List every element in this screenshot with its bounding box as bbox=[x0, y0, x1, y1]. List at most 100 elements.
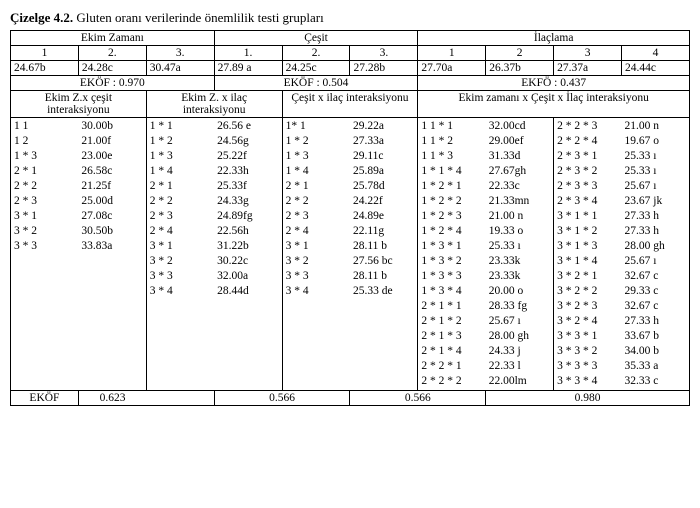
data-cell: 27.56 bc bbox=[353, 254, 414, 269]
ekof-ez: EKÖF : 0.970 bbox=[11, 76, 215, 91]
data-cell: 33.83a bbox=[81, 239, 142, 254]
data-cell bbox=[217, 344, 278, 359]
data-cell bbox=[150, 344, 211, 359]
data-cell: 3 * 3 bbox=[150, 269, 211, 284]
data-cell: 27.33 h bbox=[625, 224, 686, 239]
ez-val-1: 24.67b bbox=[11, 61, 79, 76]
data-cell: 32.67 c bbox=[625, 269, 686, 284]
c-col-3: 3. bbox=[350, 46, 418, 61]
data-cell: 1 * 3 bbox=[14, 149, 75, 164]
data-cell bbox=[14, 254, 75, 269]
data-cell: 2 * 2 * 4 bbox=[557, 134, 618, 149]
data-cell: 34.00 b bbox=[625, 344, 686, 359]
data-cell bbox=[150, 314, 211, 329]
interaction-header-row: Ekim Z.x çeşit interaksiyonu Ekim Z. x i… bbox=[11, 91, 690, 118]
data-cell bbox=[81, 374, 142, 389]
data-cell: 25.67 ı bbox=[625, 179, 686, 194]
col-e2: 21.00 n19.67 o25.33 ı25.33 ı25.67 ı23.67… bbox=[622, 118, 690, 391]
data-cell: 3 * 1 * 1 bbox=[557, 209, 618, 224]
data-cell: 1 1 * 1 bbox=[421, 119, 482, 134]
data-cell: 29.22a bbox=[353, 119, 414, 134]
data-cell: 27.08c bbox=[81, 209, 142, 224]
data-cell: 27.33 h bbox=[625, 314, 686, 329]
col-a1: 1 11 21 * 32 * 12 * 22 * 33 * 13 * 23 * … bbox=[11, 118, 79, 391]
ez-col-1: 1 bbox=[11, 46, 79, 61]
hdr-int-4: Ekim zamanı x Çeşit x İlaç interaksiyonu bbox=[418, 91, 690, 118]
bottom-v3: 0.566 bbox=[350, 391, 486, 406]
data-cell: 28.11 b bbox=[353, 269, 414, 284]
ez-col-2: 2. bbox=[78, 46, 146, 61]
col-d1: 1 1 * 11 1 * 21 1 * 31 * 1 * 41 * 2 * 11… bbox=[418, 118, 486, 391]
data-cell: 31.33d bbox=[489, 149, 550, 164]
data-cell: 1* 1 bbox=[286, 119, 347, 134]
header-row-1: Ekim Zamanı Çeşit İlaçlama bbox=[11, 31, 690, 46]
data-cell: 2 * 3 * 1 bbox=[557, 149, 618, 164]
data-cell: 35.33 a bbox=[625, 359, 686, 374]
data-cell: 3 * 3 * 3 bbox=[557, 359, 618, 374]
data-cell bbox=[353, 359, 414, 374]
data-cell: 26.56 e bbox=[217, 119, 278, 134]
data-cell: 29.11c bbox=[353, 149, 414, 164]
data-cell: 2 * 3 * 4 bbox=[557, 194, 618, 209]
hdr-int-1: Ekim Z.x çeşit interaksiyonu bbox=[11, 91, 147, 118]
data-cell: 24.33 j bbox=[489, 344, 550, 359]
data-cell: 23.33k bbox=[489, 269, 550, 284]
data-cell bbox=[14, 374, 75, 389]
data-cell: 2 * 2 bbox=[14, 179, 75, 194]
data-cell: 3 * 2 bbox=[150, 254, 211, 269]
i-val-1: 27.70a bbox=[418, 61, 486, 76]
data-cell: 22.00lm bbox=[489, 374, 550, 389]
data-cell: 3 * 2 bbox=[286, 254, 347, 269]
data-cell: 2 * 1 * 4 bbox=[421, 344, 482, 359]
data-cell: 2 * 2 bbox=[286, 194, 347, 209]
i-val-4: 24.44c bbox=[622, 61, 690, 76]
data-cell: 32.00a bbox=[217, 269, 278, 284]
data-cell: 25.78d bbox=[353, 179, 414, 194]
ez-val-3: 30.47a bbox=[146, 61, 214, 76]
data-cell: 2 * 3 bbox=[14, 194, 75, 209]
data-cell bbox=[150, 374, 211, 389]
data-cell: 25.00d bbox=[81, 194, 142, 209]
data-cell: 2 * 1 bbox=[14, 164, 75, 179]
data-cell: 1 * 2 bbox=[150, 134, 211, 149]
data-cell: 3 * 3 bbox=[14, 239, 75, 254]
data-cell: 1 * 2 bbox=[286, 134, 347, 149]
data-cell: 21.00 n bbox=[489, 209, 550, 224]
data-cell: 2 * 4 bbox=[286, 224, 347, 239]
data-cell: 1 * 3 * 2 bbox=[421, 254, 482, 269]
data-cell: 2 * 1 * 3 bbox=[421, 329, 482, 344]
ekof-i: EKFÖ : 0.437 bbox=[418, 76, 690, 91]
data-cell: 2 * 2 * 3 bbox=[557, 119, 618, 134]
data-cell: 21.33mn bbox=[489, 194, 550, 209]
data-cell bbox=[81, 269, 142, 284]
data-cell: 21.00 n bbox=[625, 119, 686, 134]
data-cell bbox=[353, 374, 414, 389]
i-col-4: 4 bbox=[622, 46, 690, 61]
data-cell: 21.00f bbox=[81, 134, 142, 149]
data-cell: 28.00 gh bbox=[489, 329, 550, 344]
hdr-ilaclama: İlaçlama bbox=[418, 31, 690, 46]
data-cell: 24.89e bbox=[353, 209, 414, 224]
data-cell: 3 * 1 * 4 bbox=[557, 254, 618, 269]
data-cell: 25.67 ı bbox=[489, 314, 550, 329]
data-cell: 24.22f bbox=[353, 194, 414, 209]
data-cell: 3 * 3 * 2 bbox=[557, 344, 618, 359]
data-cell: 3 * 2 * 2 bbox=[557, 284, 618, 299]
data-cell: 30.50b bbox=[81, 224, 142, 239]
data-cell: 24.33g bbox=[217, 194, 278, 209]
data-cell: 25.33 ı bbox=[489, 239, 550, 254]
data-cell: 22.33h bbox=[217, 164, 278, 179]
data-cell: 1 * 4 bbox=[286, 164, 347, 179]
data-cell: 25.22f bbox=[217, 149, 278, 164]
data-cell: 23.00e bbox=[81, 149, 142, 164]
col-a2: 30.00b21.00f23.00e26.58c21.25f25.00d27.0… bbox=[78, 118, 146, 391]
data-cell: 32.67 c bbox=[625, 299, 686, 314]
data-cell bbox=[286, 329, 347, 344]
data-cell: 27.33 h bbox=[625, 209, 686, 224]
data-cell: 33.67 b bbox=[625, 329, 686, 344]
data-cell bbox=[150, 359, 211, 374]
data-cell bbox=[150, 329, 211, 344]
c-val-3: 27.28b bbox=[350, 61, 418, 76]
data-cell: 1 * 3 bbox=[286, 149, 347, 164]
table-caption: Çizelge 4.2. Gluten oranı verilerinde ön… bbox=[10, 10, 690, 26]
